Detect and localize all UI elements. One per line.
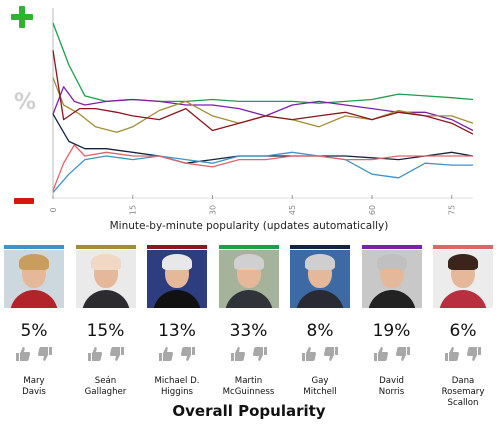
thumbs-up-icon[interactable]	[301, 346, 317, 362]
candidate-first-name: Seán	[94, 376, 117, 386]
candidate-last-name: Norris	[378, 387, 405, 397]
series-line-2	[52, 77, 474, 133]
candidate-name: Martin McGuinness	[219, 376, 279, 398]
series-line-5	[52, 151, 473, 193]
candidate-card: 15% Seán Gallagher	[75, 245, 136, 398]
candidate-card: 33% Martin McGuinness	[218, 245, 279, 398]
candidate-percent: 19%	[372, 321, 411, 341]
thumbs-down-icon[interactable]	[37, 346, 53, 362]
candidate-percent: 6%	[449, 321, 477, 341]
x-tick-label: 0	[49, 207, 58, 212]
candidate-photo	[218, 250, 279, 308]
x-tick-label: 15	[129, 205, 138, 215]
thumbs-down-icon[interactable]	[323, 346, 339, 362]
candidate-list: 5% Mary Davis 15% Seán Gallagher 13% Michael D.…	[4, 245, 496, 415]
candidate-color-bar	[147, 245, 207, 249]
thumbs-down-icon[interactable]	[395, 346, 411, 362]
candidate-last-name: Davis	[22, 387, 46, 397]
candidate-percent: 15%	[86, 321, 125, 341]
candidate-percent: 8%	[306, 321, 334, 341]
series-line-1	[52, 86, 474, 132]
thumbs-down-icon[interactable]	[252, 346, 268, 362]
thumbs-up-icon[interactable]	[15, 346, 31, 362]
thumbs-up-icon[interactable]	[444, 346, 460, 362]
candidate-last-name: Rosemary Scallon	[441, 387, 485, 408]
candidate-photo	[290, 250, 350, 308]
candidate-card: 19% David Norris	[361, 245, 422, 398]
candidate-first-name: David	[379, 376, 404, 386]
candidate-last-name: Higgins	[160, 387, 194, 397]
popularity-chart: 0 15 30 45 60 75	[49, 8, 474, 215]
series-line-3	[52, 50, 474, 135]
candidate-percent: 5%	[20, 321, 48, 341]
thumbs-up-icon[interactable]	[158, 346, 174, 362]
candidate-photo	[433, 250, 493, 308]
candidate-percent: 33%	[229, 321, 268, 341]
candidate-color-bar	[290, 245, 350, 249]
candidate-name: David Norris	[362, 376, 422, 398]
x-tick-label: 60	[368, 205, 377, 215]
candidate-name: Seán Gallagher	[76, 376, 136, 398]
candidate-card: 13% Michael D. Higgins	[147, 245, 207, 398]
chart-x-axis-label: Minute-by-minute popularity (updates aut…	[109, 220, 389, 232]
candidate-last-name: Gallagher	[84, 387, 127, 397]
candidate-name: Michael D. Higgins	[147, 376, 207, 398]
candidate-photo	[75, 250, 136, 308]
candidate-color-bar	[433, 245, 493, 249]
candidate-first-name: Martin	[234, 376, 263, 386]
candidate-card: 5% Mary Davis	[4, 245, 64, 398]
thumbs-up-icon[interactable]	[230, 346, 246, 362]
series-line-0	[52, 22, 474, 104]
x-tick-label: 75	[448, 205, 457, 215]
thumbs-down-icon[interactable]	[109, 346, 125, 362]
candidate-name: Mary Davis	[4, 376, 64, 398]
candidate-last-name: Mitchell	[303, 387, 337, 397]
thumbs-down-icon[interactable]	[466, 346, 482, 362]
minus-icon	[14, 198, 34, 204]
candidate-photo	[361, 250, 422, 308]
candidate-name: Dana Rosemary Scallon	[433, 376, 493, 409]
x-tick-label: 30	[208, 205, 217, 215]
thumbs-up-icon[interactable]	[373, 346, 389, 362]
candidate-color-bar	[218, 245, 279, 249]
candidate-photo	[147, 250, 207, 308]
candidate-last-name: McGuinness	[222, 387, 275, 397]
percent-icon: %	[14, 90, 37, 115]
candidate-first-name: Michael D.	[154, 376, 200, 386]
overall-popularity-title: Overall Popularity	[172, 402, 326, 420]
candidate-color-bar	[75, 245, 136, 249]
candidate-first-name: Dana	[451, 376, 475, 386]
candidate-name: Gay Mitchell	[290, 376, 350, 398]
plus-icon	[11, 6, 33, 28]
thumbs-up-icon[interactable]	[87, 346, 103, 362]
thumbs-down-icon[interactable]	[180, 346, 196, 362]
candidate-first-name: Gay	[311, 376, 329, 386]
candidate-percent: 13%	[158, 321, 196, 341]
candidate-color-bar	[361, 245, 422, 249]
x-tick-label: 45	[288, 205, 297, 215]
candidate-photo	[4, 250, 64, 308]
candidate-card: 8% Gay Mitchell	[290, 245, 350, 398]
candidate-color-bar	[4, 245, 64, 249]
series-line-6	[52, 144, 473, 191]
candidate-first-name: Mary	[23, 376, 45, 386]
candidate-card: 6% Dana Rosemary Scallon	[433, 245, 493, 409]
